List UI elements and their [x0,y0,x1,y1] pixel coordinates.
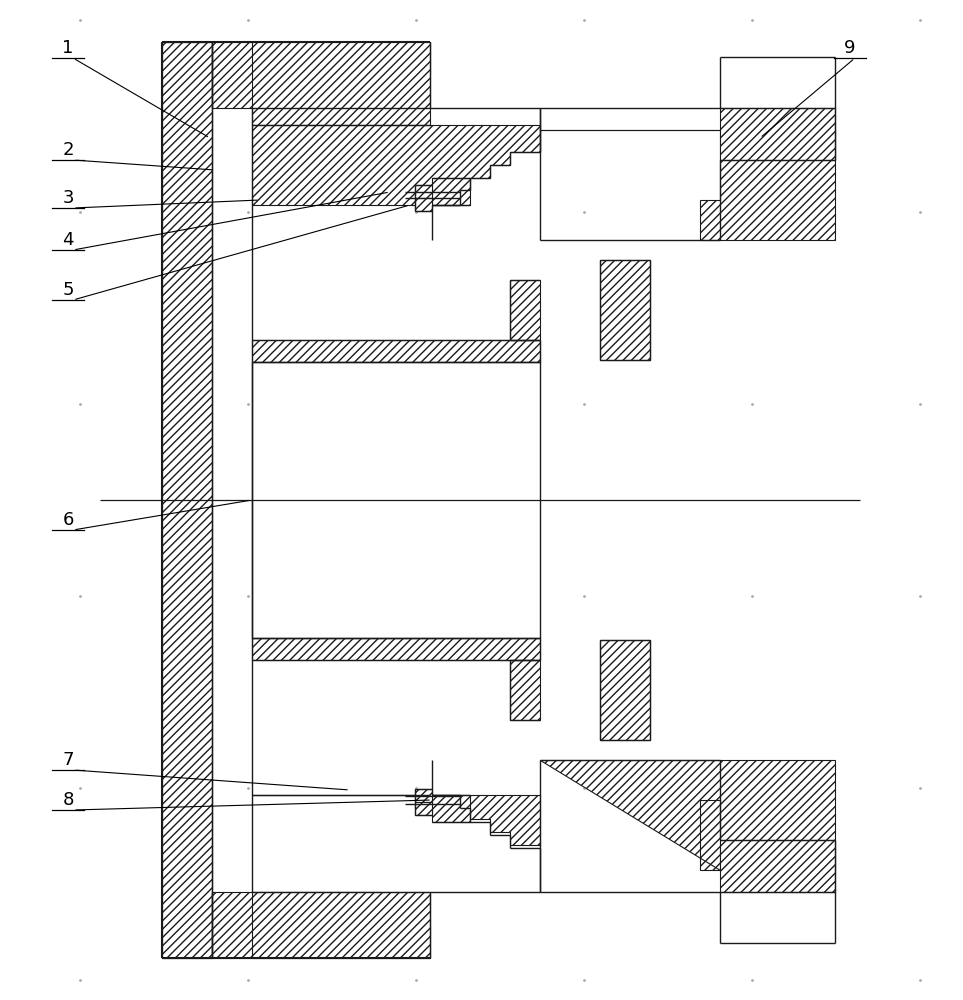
Polygon shape [212,42,380,108]
Polygon shape [510,280,540,340]
Polygon shape [540,760,835,870]
Polygon shape [252,892,430,958]
Polygon shape [252,795,540,845]
Polygon shape [415,802,432,815]
Polygon shape [415,198,432,211]
Text: 4: 4 [63,231,74,249]
Polygon shape [212,892,380,958]
Text: 3: 3 [63,189,74,207]
Polygon shape [415,789,432,802]
Polygon shape [432,795,470,822]
Polygon shape [720,108,835,160]
Text: 2: 2 [63,141,74,159]
Polygon shape [415,185,432,198]
Polygon shape [510,660,540,720]
Polygon shape [540,130,835,240]
Text: 7: 7 [63,751,74,769]
Polygon shape [252,125,540,205]
Polygon shape [720,840,835,892]
Polygon shape [252,340,540,362]
Polygon shape [162,42,212,958]
Polygon shape [252,42,430,125]
Polygon shape [380,927,430,958]
Text: 1: 1 [63,39,74,57]
Text: 6: 6 [63,511,74,529]
Polygon shape [380,42,430,73]
Polygon shape [600,260,650,360]
Text: 9: 9 [845,39,856,57]
Polygon shape [432,178,470,205]
Polygon shape [600,640,650,740]
Text: 5: 5 [63,281,74,299]
Polygon shape [252,362,540,638]
Text: 8: 8 [63,791,74,809]
Polygon shape [252,638,540,660]
